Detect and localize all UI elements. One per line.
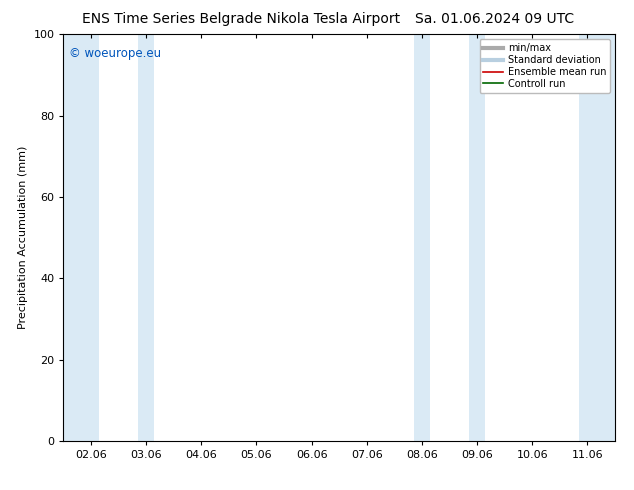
Legend: min/max, Standard deviation, Ensemble mean run, Controll run: min/max, Standard deviation, Ensemble me… [479,39,610,93]
Text: ENS Time Series Belgrade Nikola Tesla Airport: ENS Time Series Belgrade Nikola Tesla Ai… [82,12,400,26]
Bar [469,34,486,441]
Bar [63,34,100,441]
Bar [413,34,430,441]
Bar [138,34,155,441]
Bar [596,34,615,441]
Bar [579,34,596,441]
Y-axis label: Precipitation Accumulation (mm): Precipitation Accumulation (mm) [18,146,28,329]
Text: Sa. 01.06.2024 09 UTC: Sa. 01.06.2024 09 UTC [415,12,574,26]
Text: © woeurope.eu: © woeurope.eu [69,47,161,59]
